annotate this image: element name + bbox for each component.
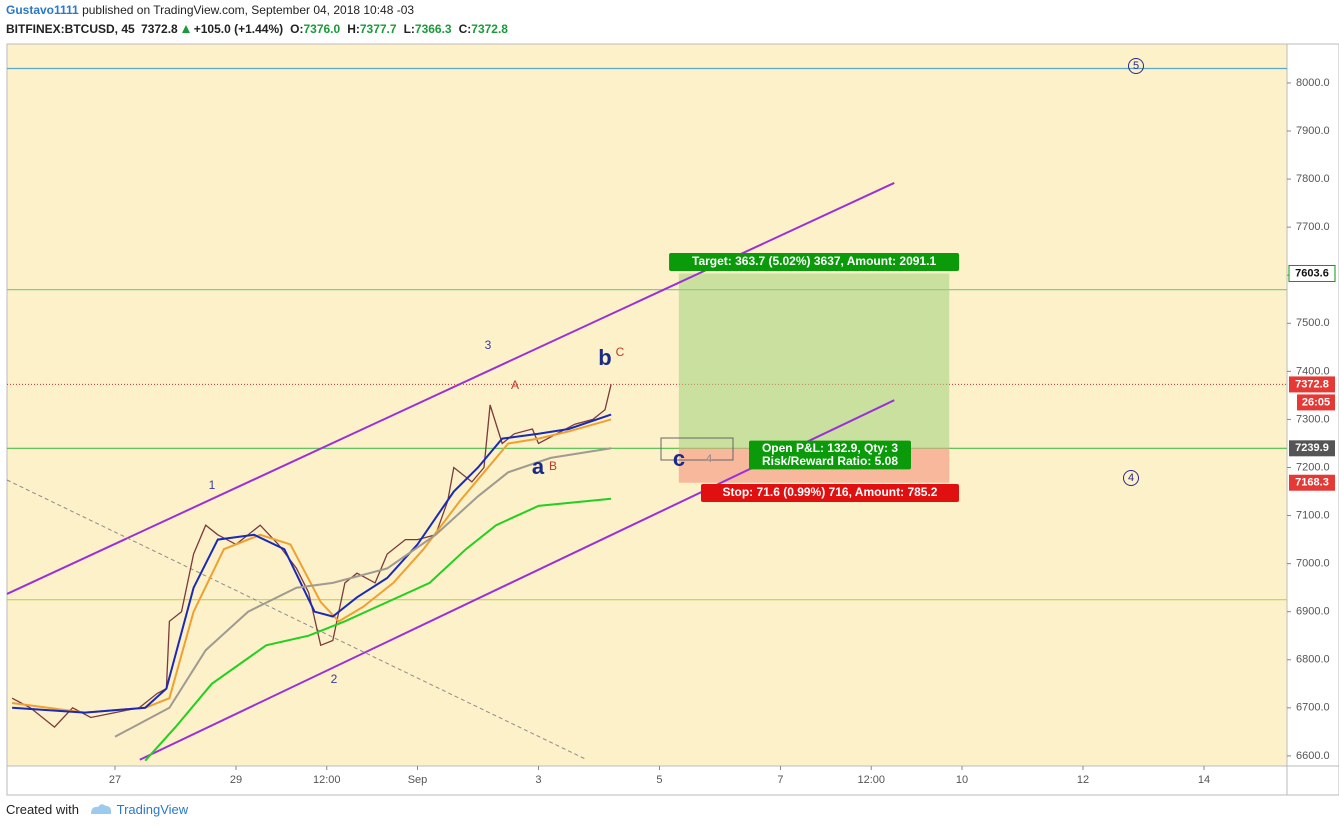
- change: +105.0 (+1.44%): [193, 22, 284, 36]
- chart: 6600.0 6700.0 6800.0 6900.0 7000.0 7100.0 7200…: [6, 43, 1339, 796]
- symbol-line: BITFINEX:BTCUSD, 45 7372.8 +105.0 (+1.44%…: [6, 22, 514, 36]
- y-tick-label: 6700.0: [1296, 702, 1330, 714]
- x-tick-label: 27: [109, 774, 121, 786]
- wave-label: 1: [209, 478, 216, 492]
- y-tick-label: 7400.0: [1296, 365, 1330, 377]
- pnl-label: Open P&L: 132.9, Qty: 3: [762, 441, 898, 455]
- y-tick-label: 7200.0: [1296, 461, 1330, 473]
- header-line: Gustavo1111 published on TradingView.com…: [6, 3, 414, 17]
- x-tick-label: 12:00: [313, 774, 341, 786]
- wave-label: B: [549, 459, 557, 473]
- wave-box: [660, 437, 734, 461]
- x-tick-label: 12: [1077, 774, 1089, 786]
- stop-label: Stop: 71.6 (0.99%) 716, Amount: 785.2: [723, 485, 938, 499]
- x-tick-label: 14: [1198, 774, 1210, 786]
- wave-label: 2: [331, 672, 338, 686]
- y-tick-label: 6600.0: [1296, 750, 1330, 762]
- tv-logo: [90, 804, 111, 814]
- ohlc-value: 7376.0: [303, 22, 341, 36]
- price-line: [144, 497, 612, 762]
- ohlc-value: 7372.8: [471, 22, 508, 36]
- symbol: BITFINEX:BTCUSD, 45: [6, 22, 135, 36]
- price-line: [114, 447, 612, 738]
- wave-label: a: [532, 454, 545, 479]
- wave-circle: [1123, 470, 1139, 486]
- y-tick-label: 7900.0: [1296, 125, 1330, 137]
- wave-label: 3: [485, 338, 492, 352]
- wave-label: b: [598, 345, 611, 370]
- footer: Created with TradingView: [6, 802, 188, 817]
- y-tick-label: 6800.0: [1296, 654, 1330, 666]
- y-tick-label: 8000.0: [1296, 77, 1330, 89]
- trendline: [6, 182, 895, 595]
- brand: TradingView: [116, 802, 189, 817]
- y-tick-label: 7000.0: [1296, 558, 1330, 570]
- ohlc-value: 7377.7: [359, 22, 397, 36]
- x-tick-label: 3: [535, 774, 541, 786]
- price-tag: [1288, 264, 1336, 282]
- wave-label: 4: [1128, 472, 1134, 484]
- frame: [6, 43, 1339, 796]
- label-box: [669, 253, 960, 271]
- wave-label: 5: [1133, 60, 1139, 72]
- price-tag: [1289, 376, 1335, 393]
- price-tag-label: 7372.8: [1295, 378, 1329, 390]
- y-tick-label: 7500.0: [1296, 317, 1330, 329]
- title: published on TradingView.com, September …: [82, 3, 415, 17]
- wave-label: 4: [706, 453, 712, 465]
- wave-label: A: [511, 378, 519, 392]
- wave-circle: [1128, 58, 1144, 74]
- ohlc-key: H:: [347, 22, 360, 36]
- countdown: 26:05: [1302, 396, 1330, 408]
- wave-label: C: [616, 345, 625, 359]
- price-tag: [1289, 474, 1335, 491]
- target-zone: [678, 273, 950, 449]
- price-tag: [1289, 440, 1335, 457]
- price-line: [12, 413, 612, 714]
- price-line: [11, 418, 612, 714]
- y-tick-label: 7300.0: [1296, 413, 1330, 425]
- x-tick-label: Sep: [408, 774, 428, 786]
- last-price: 7372.8: [141, 22, 178, 36]
- up-arrow: [181, 25, 190, 33]
- countdown-tag: [1297, 394, 1335, 411]
- ohlc-key: L:: [403, 22, 415, 36]
- label-box: [701, 484, 959, 502]
- x-tick-label: 12:00: [857, 774, 885, 786]
- rr-label: Risk/Reward Ratio: 5.08: [762, 454, 898, 468]
- label-box: [749, 440, 911, 470]
- price-tag-label: 7603.6: [1295, 267, 1329, 279]
- y-tick-label: 6900.0: [1296, 606, 1330, 618]
- created-with: Created with: [6, 802, 79, 817]
- ohlc-key: C:: [458, 22, 472, 36]
- price-tag-label: 7168.3: [1295, 477, 1329, 489]
- ohlc: O:7376.0 H:7377.7 L:7366.3 C:7372.8: [286, 22, 511, 36]
- y-tick-label: 7700.0: [1296, 221, 1330, 233]
- trendline: [6, 479, 588, 761]
- x-tick-label: 7: [777, 774, 783, 786]
- ohlc-key: O:: [290, 22, 304, 36]
- y-tick-label: 7800.0: [1296, 173, 1330, 185]
- price-tag-label: 7239.9: [1295, 442, 1329, 454]
- wave-label: c: [673, 446, 685, 471]
- x-tick-label: 29: [230, 774, 242, 786]
- x-tick-label: 10: [956, 774, 968, 786]
- y-tick-label: 7100.0: [1296, 509, 1330, 521]
- plot-background: [7, 44, 1287, 766]
- target-label: Target: 363.7 (5.02%) 3637, Amount: 2091…: [692, 254, 936, 268]
- x-tick-label: 5: [656, 774, 662, 786]
- ohlc-value: 7366.3: [414, 22, 452, 36]
- author: Gustavo1111: [6, 3, 79, 17]
